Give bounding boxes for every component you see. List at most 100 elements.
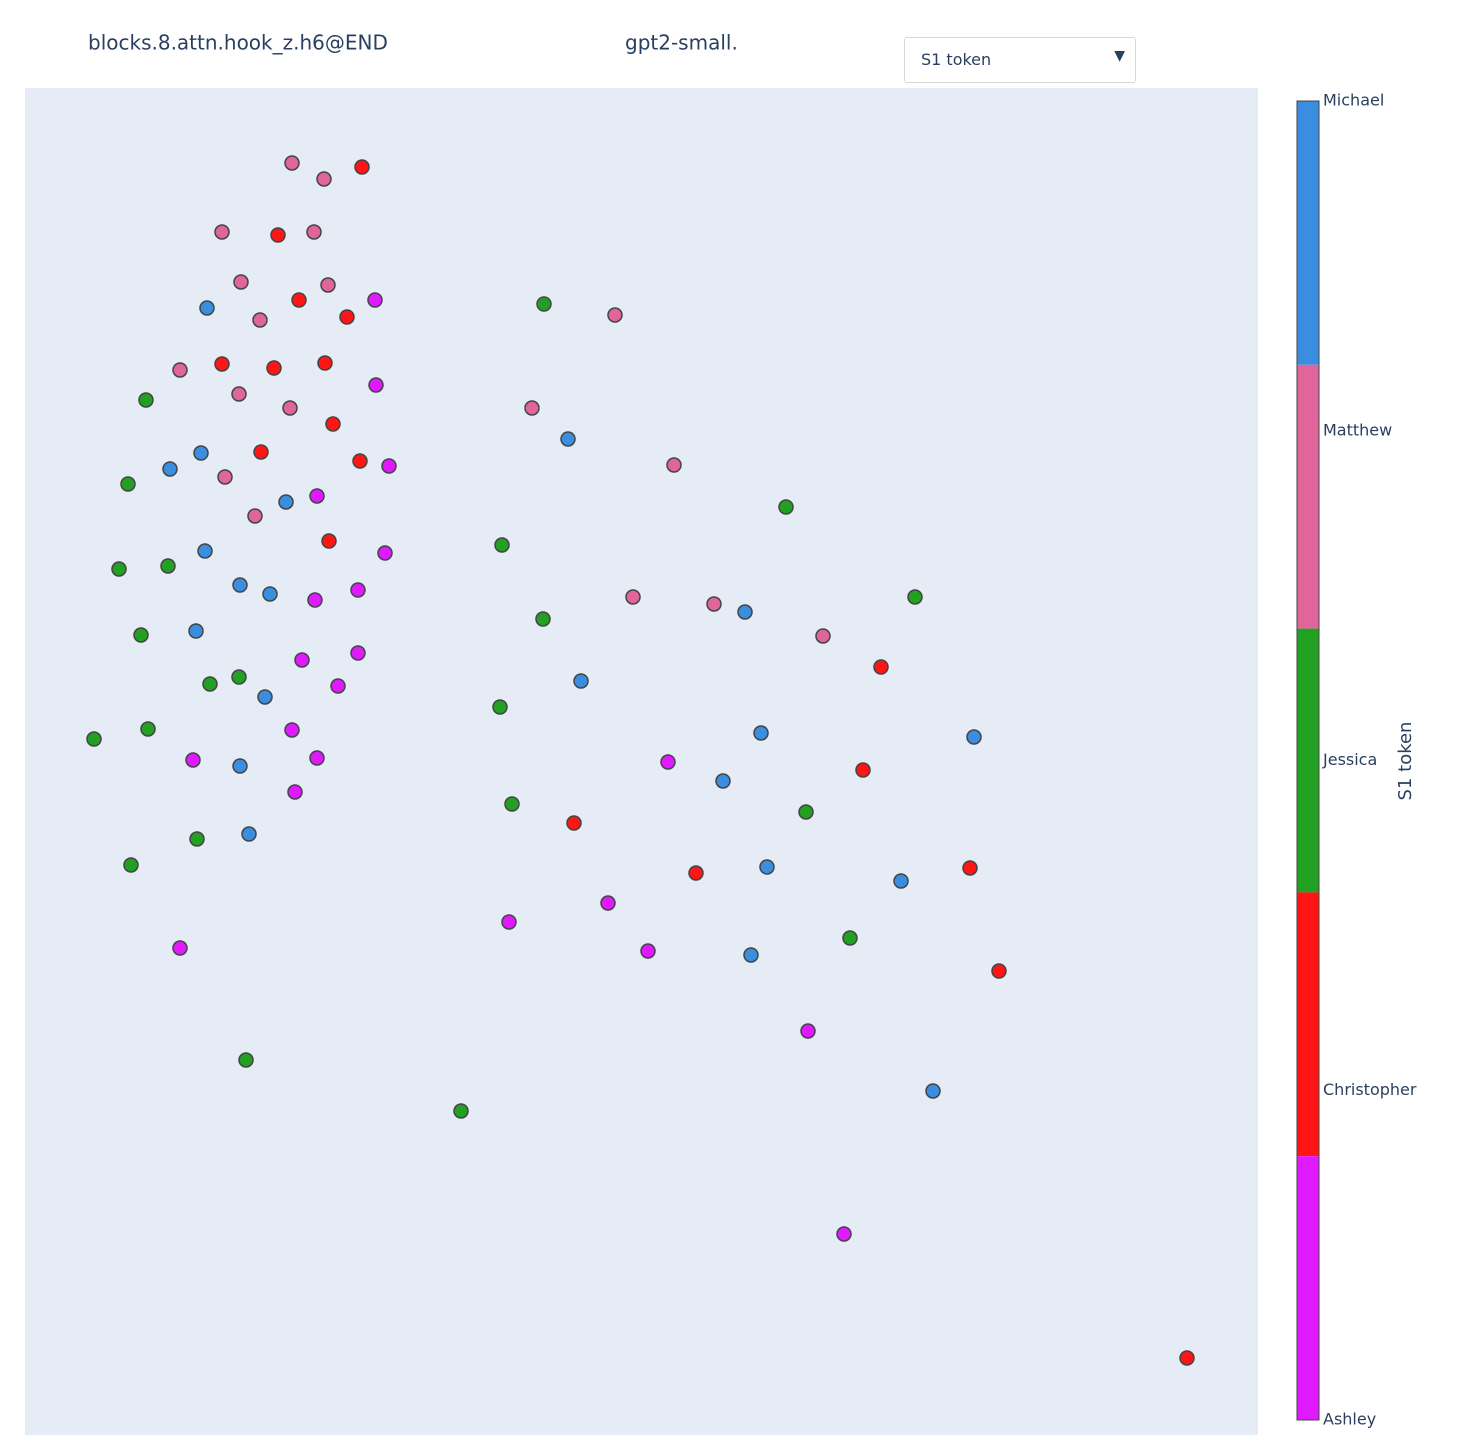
point bbox=[257, 689, 273, 705]
point bbox=[991, 963, 1007, 979]
point bbox=[140, 721, 156, 737]
point bbox=[367, 292, 383, 308]
point bbox=[247, 508, 263, 524]
point bbox=[536, 296, 552, 312]
colorbar-title: S1 token bbox=[1395, 722, 1416, 801]
point bbox=[306, 224, 322, 240]
dropdown[interactable]: S1 token ▼ bbox=[904, 37, 1136, 83]
point bbox=[836, 1226, 852, 1242]
point bbox=[189, 831, 205, 847]
point bbox=[640, 943, 656, 959]
point bbox=[307, 592, 323, 608]
point bbox=[282, 400, 298, 416]
point bbox=[354, 159, 370, 175]
point bbox=[262, 586, 278, 602]
point bbox=[494, 537, 510, 553]
point bbox=[217, 469, 233, 485]
colorbar-label: Christopher bbox=[1323, 1080, 1417, 1099]
point bbox=[1179, 1350, 1195, 1366]
point bbox=[160, 558, 176, 574]
point bbox=[573, 673, 589, 689]
colorbar-segment bbox=[1297, 101, 1319, 365]
point bbox=[309, 488, 325, 504]
chart-subtitle: gpt2-small. bbox=[625, 31, 738, 55]
point bbox=[321, 533, 337, 549]
point bbox=[278, 494, 294, 510]
point bbox=[172, 362, 188, 378]
point bbox=[233, 274, 249, 290]
colorbar-label: Michael bbox=[1323, 91, 1384, 110]
colorbar-frame bbox=[1296, 100, 1320, 1421]
colorbar-segment bbox=[1297, 892, 1319, 1157]
point bbox=[86, 731, 102, 747]
point bbox=[291, 292, 307, 308]
point bbox=[214, 224, 230, 240]
point bbox=[368, 377, 384, 393]
point bbox=[325, 416, 341, 432]
point bbox=[287, 784, 303, 800]
point bbox=[560, 431, 576, 447]
point bbox=[185, 752, 201, 768]
colorbar-segment bbox=[1297, 628, 1319, 893]
point bbox=[688, 865, 704, 881]
point bbox=[607, 307, 623, 323]
point bbox=[214, 356, 230, 372]
point bbox=[815, 628, 831, 644]
chart-title: blocks.8.attn.hook_z.h6@END bbox=[88, 31, 388, 55]
point bbox=[193, 445, 209, 461]
point bbox=[284, 722, 300, 738]
colorbar-label: Ashley bbox=[1323, 1410, 1376, 1429]
point bbox=[666, 457, 682, 473]
point bbox=[309, 750, 325, 766]
colorbar-segment bbox=[1297, 364, 1319, 629]
point bbox=[759, 859, 775, 875]
point bbox=[962, 860, 978, 876]
point bbox=[284, 155, 300, 171]
point bbox=[706, 596, 722, 612]
point bbox=[320, 277, 336, 293]
point bbox=[855, 762, 871, 778]
point bbox=[316, 171, 332, 187]
dropdown-arrow[interactable]: ▼ bbox=[1114, 48, 1125, 64]
point bbox=[350, 582, 366, 598]
point bbox=[232, 577, 248, 593]
point bbox=[504, 796, 520, 812]
point bbox=[501, 914, 517, 930]
point bbox=[535, 611, 551, 627]
point bbox=[317, 355, 333, 371]
point bbox=[524, 400, 540, 416]
point bbox=[873, 659, 889, 675]
point bbox=[566, 815, 582, 831]
point bbox=[138, 392, 154, 408]
point bbox=[778, 499, 794, 515]
point bbox=[842, 930, 858, 946]
dropdown-label: S1 token bbox=[921, 50, 992, 69]
point bbox=[252, 312, 268, 328]
point bbox=[350, 645, 366, 661]
colorbar-label: Matthew bbox=[1323, 420, 1392, 439]
point bbox=[798, 804, 814, 820]
point bbox=[162, 461, 178, 477]
point bbox=[966, 729, 982, 745]
point bbox=[453, 1103, 469, 1119]
point bbox=[238, 1052, 254, 1068]
point bbox=[188, 623, 204, 639]
point bbox=[120, 476, 136, 492]
point bbox=[199, 300, 215, 316]
point bbox=[231, 669, 247, 685]
point bbox=[625, 589, 641, 605]
point bbox=[377, 545, 393, 561]
point bbox=[737, 604, 753, 620]
point bbox=[133, 627, 149, 643]
point bbox=[925, 1083, 941, 1099]
point bbox=[800, 1023, 816, 1039]
point bbox=[172, 940, 188, 956]
point bbox=[753, 725, 769, 741]
plot-area bbox=[25, 88, 1258, 1435]
point bbox=[743, 947, 759, 963]
point bbox=[202, 676, 218, 692]
point bbox=[381, 458, 397, 474]
point bbox=[600, 895, 616, 911]
point bbox=[241, 826, 257, 842]
